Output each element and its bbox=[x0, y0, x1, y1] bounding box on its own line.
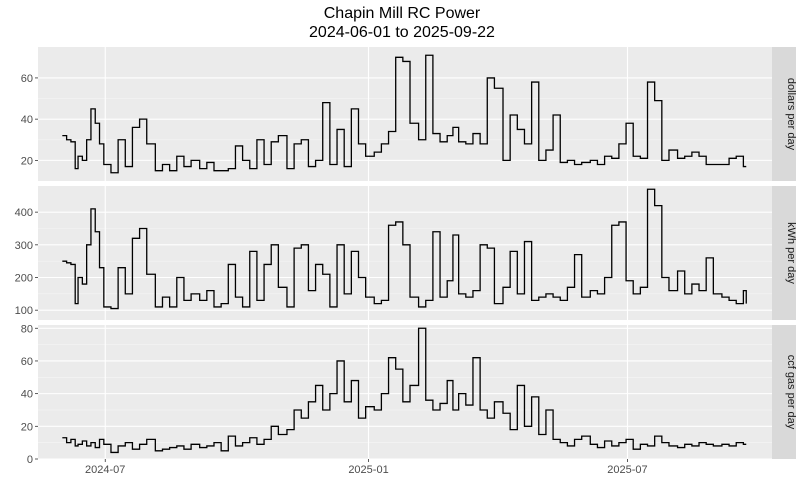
series-line bbox=[62, 54, 747, 174]
panel-background bbox=[38, 47, 772, 181]
y-tick-label: 40 bbox=[21, 389, 33, 401]
y-tick-label: 60 bbox=[21, 356, 33, 368]
y-tick-label: 0 bbox=[27, 454, 33, 466]
facet-strip bbox=[772, 325, 796, 459]
facet-strip bbox=[772, 186, 796, 320]
facet-strip bbox=[772, 47, 796, 181]
facet-strip-label: dollars per day bbox=[785, 78, 797, 151]
panel-1: 100 200 300 400 kWh per day bbox=[15, 186, 797, 320]
facet-strip-label: ccf gas per day bbox=[785, 355, 797, 430]
panel-2: 0 20 40 60 80 ccf gas per day bbox=[21, 323, 797, 466]
y-tick-label: 60 bbox=[21, 73, 33, 85]
facet-strip-label: kWh per day bbox=[785, 222, 797, 284]
series-line bbox=[62, 188, 747, 310]
y-tick-label: 200 bbox=[15, 273, 33, 285]
y-tick-label: 80 bbox=[21, 323, 33, 335]
x-tick-label: 2025-07 bbox=[607, 464, 647, 476]
y-tick-label: 400 bbox=[15, 207, 33, 219]
y-tick-label: 40 bbox=[21, 114, 33, 126]
x-tick-label: 2024-07 bbox=[85, 464, 125, 476]
x-tick-label: 2025-01 bbox=[348, 464, 388, 476]
panel-0: 20 40 60 dollars per day bbox=[21, 47, 797, 181]
y-tick-label: 300 bbox=[15, 240, 33, 252]
panel-background bbox=[38, 325, 772, 459]
x-axis: 2024-07 2025-01 2025-07 bbox=[85, 459, 648, 476]
y-tick-label: 20 bbox=[21, 421, 33, 433]
panel-background bbox=[38, 186, 772, 320]
y-tick-label: 20 bbox=[21, 155, 33, 167]
chart-subtitle: 2024-06-01 to 2025-09-22 bbox=[309, 24, 495, 41]
chart-title: Chapin Mill RC Power bbox=[324, 5, 481, 22]
y-tick-label: 100 bbox=[15, 305, 33, 317]
series-line bbox=[62, 327, 747, 454]
